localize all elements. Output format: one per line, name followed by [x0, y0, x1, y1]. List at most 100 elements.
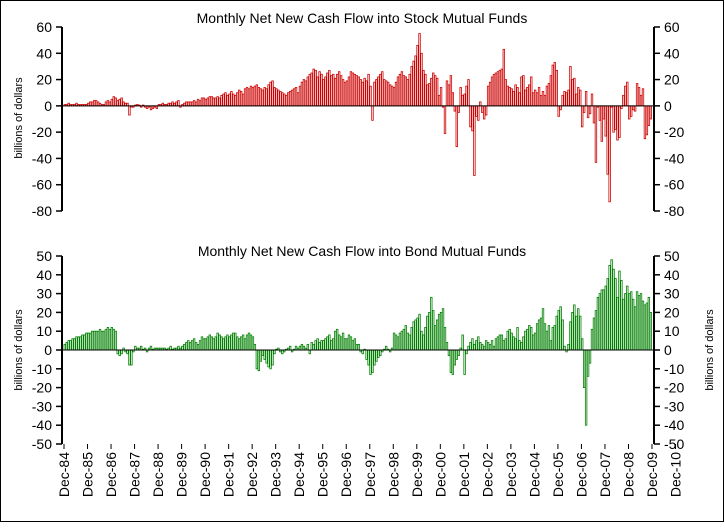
bond-bar — [77, 336, 80, 351]
bond-bar — [592, 317, 596, 351]
bond-bar — [630, 291, 633, 351]
bond-bar — [443, 327, 447, 351]
stock-bar — [104, 101, 108, 107]
stock-bar — [524, 89, 527, 107]
stock-bar — [628, 105, 631, 120]
stock-bar — [122, 101, 125, 107]
bond-bar — [432, 310, 435, 351]
bond-bar — [298, 345, 302, 351]
bond-bar — [392, 332, 396, 351]
stock-bar — [310, 72, 313, 107]
x-tick-label: Dec-04 — [526, 452, 542, 497]
bond-bar — [645, 302, 649, 351]
stock-bar — [488, 81, 492, 107]
bond-bar — [306, 343, 309, 351]
bond-bar — [581, 338, 584, 351]
x-tick-label: Dec-90 — [197, 452, 213, 497]
bond-bar — [104, 328, 108, 351]
stock-bar — [273, 87, 276, 107]
stock-bar — [334, 77, 337, 107]
stock-bar — [512, 91, 515, 107]
bond-bar — [547, 325, 551, 351]
stock-bar — [216, 96, 219, 107]
stock-bar — [345, 80, 349, 107]
stock-bar — [530, 76, 533, 107]
bond-bar — [336, 328, 339, 351]
bond-bar — [532, 334, 535, 351]
stock-bar — [285, 94, 288, 107]
bond-bar — [226, 334, 229, 351]
bond-bar — [185, 342, 188, 351]
stock-bar — [502, 48, 505, 107]
stock-bar — [479, 101, 482, 107]
bond-bar — [416, 317, 419, 351]
bond-bar — [602, 289, 605, 351]
stock-bar — [226, 94, 229, 107]
bond-bar — [483, 345, 486, 351]
stock-right-tick-label: -20 — [664, 124, 684, 140]
bond-bar — [357, 343, 360, 351]
bond-bar — [228, 336, 231, 351]
bond-bar — [332, 338, 335, 351]
bond-bar — [269, 349, 272, 370]
bond-bar — [461, 334, 464, 351]
stock-right-tick-label: 0 — [664, 98, 672, 114]
bond-bar — [112, 328, 115, 351]
bond-bar — [494, 338, 498, 351]
bond-bar — [308, 349, 311, 355]
bond-bar — [93, 330, 96, 351]
stock-bar — [339, 75, 343, 107]
bond-bar — [87, 332, 90, 351]
stock-left-tick-label: -20 — [32, 124, 52, 140]
stock-bar — [498, 69, 502, 107]
bond-bar — [316, 338, 319, 351]
x-tick-label: Dec-07 — [597, 452, 613, 497]
x-tick-label: Dec-10 — [668, 452, 684, 497]
stock-bar — [522, 75, 525, 107]
bond-bar — [575, 315, 578, 351]
stock-bar — [114, 97, 117, 107]
bond-bar — [369, 349, 372, 375]
bond-bar — [522, 336, 525, 351]
bond-bar — [216, 332, 219, 351]
stock-left-axis: -80 -60 -40 -20 0 20 40 60 — [32, 19, 63, 219]
stock-bar — [463, 93, 466, 107]
stock-bar — [292, 88, 296, 107]
bond-bar — [502, 340, 505, 351]
stock-left-tick-label: 0 — [44, 98, 52, 114]
bond-bar — [626, 285, 629, 351]
stock-bar — [520, 76, 523, 107]
stock-bar — [96, 101, 100, 107]
stock-bar — [443, 105, 447, 134]
x-tick-label: Dec-03 — [503, 452, 519, 497]
stock-bar — [577, 87, 580, 107]
bond-bar — [312, 343, 315, 351]
bond-bar — [206, 336, 210, 351]
stock-right-tick-label: -80 — [664, 203, 684, 219]
stock-bar — [492, 73, 496, 107]
bond-bar — [451, 349, 455, 375]
stock-bar — [210, 96, 213, 107]
stock-bar — [277, 89, 280, 107]
bond-bar — [647, 296, 651, 351]
bond-bar — [604, 285, 607, 351]
bond-left-tick-label: 20 — [36, 304, 52, 320]
bond-bar — [420, 330, 423, 351]
stock-bar — [418, 33, 421, 107]
bond-bar — [361, 349, 364, 355]
stock-bar — [318, 71, 321, 107]
bond-bar — [551, 327, 554, 351]
stock-bar — [537, 87, 541, 107]
stock-bar — [392, 87, 396, 107]
bond-bar — [402, 328, 406, 351]
stock-bar — [385, 80, 388, 107]
stock-bar — [543, 94, 547, 107]
x-tick-label: Dec-09 — [644, 452, 660, 497]
bond-bar — [271, 349, 274, 366]
bond-bar — [114, 330, 117, 351]
stock-bar — [616, 105, 619, 141]
bond-bar — [561, 319, 564, 351]
bond-bar — [130, 349, 133, 366]
stock-bar — [457, 105, 460, 113]
stock-bar — [532, 92, 535, 107]
